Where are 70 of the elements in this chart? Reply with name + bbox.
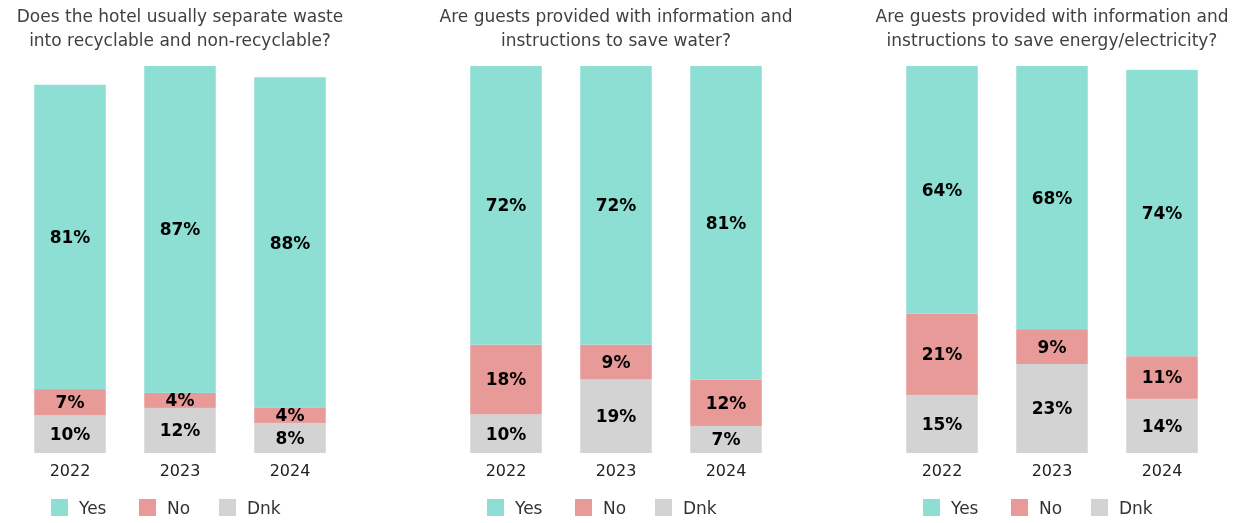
data-label: 64% [921, 179, 963, 200]
bar [580, 66, 652, 345]
legend-label: Yes [514, 497, 543, 518]
bar [1126, 69, 1198, 357]
legend-label: Dnk [683, 497, 717, 518]
data-label: 72% [485, 195, 527, 216]
bar [144, 407, 216, 453]
legend-label: Yes [78, 497, 107, 518]
data-label: 4% [275, 405, 305, 426]
data-label: 18% [485, 369, 527, 390]
data-label: 81% [705, 212, 747, 233]
data-label: 88% [269, 232, 311, 253]
legend-label: Dnk [247, 497, 281, 518]
x-tick-label: 2024 [269, 461, 311, 480]
data-label: 12% [159, 420, 201, 441]
data-label: 4% [165, 390, 195, 411]
bar [34, 84, 106, 390]
data-label: 12% [705, 392, 747, 413]
bar [470, 414, 542, 453]
x-tick-label: 2022 [921, 461, 963, 480]
legend-label: Yes [950, 497, 979, 518]
data-label: 19% [595, 406, 637, 427]
data-label: 10% [485, 423, 527, 444]
chart-title: Are guests provided with information and instructions to save energy/electricity? [875, 6, 1229, 50]
data-label: 81% [49, 226, 91, 247]
bar [1016, 66, 1088, 330]
data-label: 21% [921, 344, 963, 365]
bar [580, 379, 652, 453]
x-tick-label: 2022 [485, 461, 527, 480]
bar [690, 66, 762, 380]
data-label: 11% [1141, 367, 1183, 388]
x-tick-label: 2024 [705, 461, 747, 480]
data-label: 9% [1037, 336, 1067, 357]
legend-label: Dnk [1119, 497, 1153, 518]
x-tick-label: 2022 [49, 461, 91, 480]
data-label: 74% [1141, 203, 1183, 224]
x-tick-label: 2023 [159, 461, 201, 480]
bar [906, 394, 978, 453]
bar [690, 379, 762, 426]
bar [34, 415, 106, 453]
legend-label: No [167, 497, 191, 518]
x-tick-label: 2023 [1031, 461, 1073, 480]
data-label: 68% [1031, 187, 1073, 208]
x-tick-label: 2023 [595, 461, 637, 480]
bar [1126, 356, 1198, 399]
data-label: 72% [595, 195, 637, 216]
bar [690, 425, 762, 453]
data-label: 8% [275, 427, 305, 448]
bar [470, 66, 542, 345]
chart-title: Are guests provided with information and instructions to save water? [439, 6, 793, 50]
data-label: 15% [921, 413, 963, 434]
data-label: 9% [601, 352, 631, 373]
bar [906, 313, 978, 395]
data-label: 10% [49, 424, 91, 445]
data-label: 14% [1141, 415, 1183, 436]
bar [470, 344, 542, 415]
legend-label: No [1039, 497, 1063, 518]
bar [144, 66, 216, 393]
data-label: 23% [1031, 398, 1073, 419]
data-label: 7% [711, 429, 741, 450]
bar [1016, 363, 1088, 453]
x-tick-label: 2024 [1141, 461, 1183, 480]
legend-label: No [603, 497, 627, 518]
chart-title: Does the hotel usually separate waste into recyclable and non-recyclable? [16, 6, 344, 50]
data-label: 87% [159, 219, 201, 240]
data-label: 7% [55, 392, 85, 413]
bar [1016, 329, 1088, 364]
bar [254, 77, 326, 408]
bar [906, 66, 978, 314]
bar [1126, 398, 1198, 453]
